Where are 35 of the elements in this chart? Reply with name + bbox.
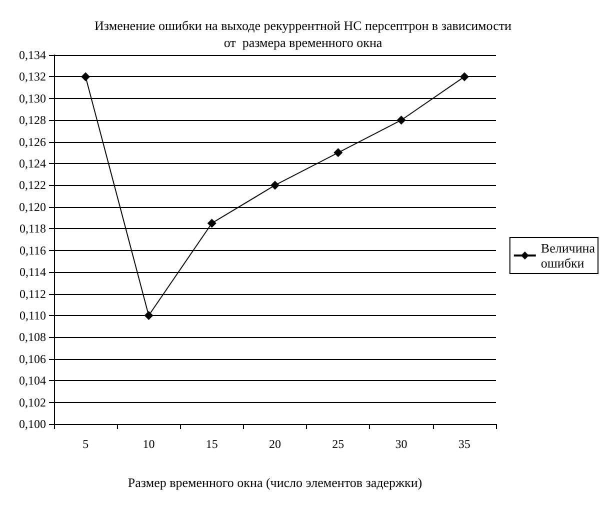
chart-title: Изменение ошибки на выходе рекуррентной НС персептрон в зависимости от размера временного окна (94, 18, 512, 50)
x-tick-label: 20 (269, 437, 281, 451)
y-tick-label: 0,126 (19, 134, 46, 149)
point (144, 310, 154, 320)
y-tick-label: 0,114 (19, 265, 46, 280)
y-tick-label: 0,120 (19, 200, 46, 214)
x-tick-label: 35 (458, 437, 470, 451)
y-tick-label: 0,106 (19, 352, 46, 366)
point (81, 72, 90, 82)
x-tick-label: 25 (332, 437, 344, 451)
point (270, 180, 280, 190)
point (396, 116, 406, 125)
x-axis-title: Размер временного окна (число элементов задержки) (128, 475, 422, 490)
y-tick-label: 0,102 (19, 395, 46, 410)
y-tick-label: 0,122 (19, 178, 46, 192)
point (460, 72, 469, 82)
x-tick-label: 5 (82, 437, 89, 451)
y-tick-label: 0,116 (19, 243, 46, 258)
y-tick-label: 0,118 (19, 222, 46, 236)
y-tick-label: 0,130 (19, 91, 46, 106)
point (334, 148, 343, 158)
x-tick-label: 15 (206, 437, 218, 451)
y-tick-label: 0,104 (19, 374, 46, 388)
y-tick-label: 0,112 (19, 286, 46, 301)
legend-label: Величина ошибки (540, 240, 596, 270)
x-tick-label: 30 (395, 437, 408, 451)
y-tick-label: 0,128 (19, 113, 46, 128)
y-tick-label: 0,132 (19, 70, 46, 84)
y-tick-label: 0,124 (19, 156, 46, 171)
y-tick-label: 0,100 (19, 417, 46, 431)
x-tick-label: 10 (142, 437, 155, 451)
y-tick-label: 0,134 (19, 48, 46, 62)
point (207, 218, 216, 228)
y-tick-label: 0,108 (19, 330, 46, 344)
y-tick-label: 0,110 (19, 308, 46, 322)
